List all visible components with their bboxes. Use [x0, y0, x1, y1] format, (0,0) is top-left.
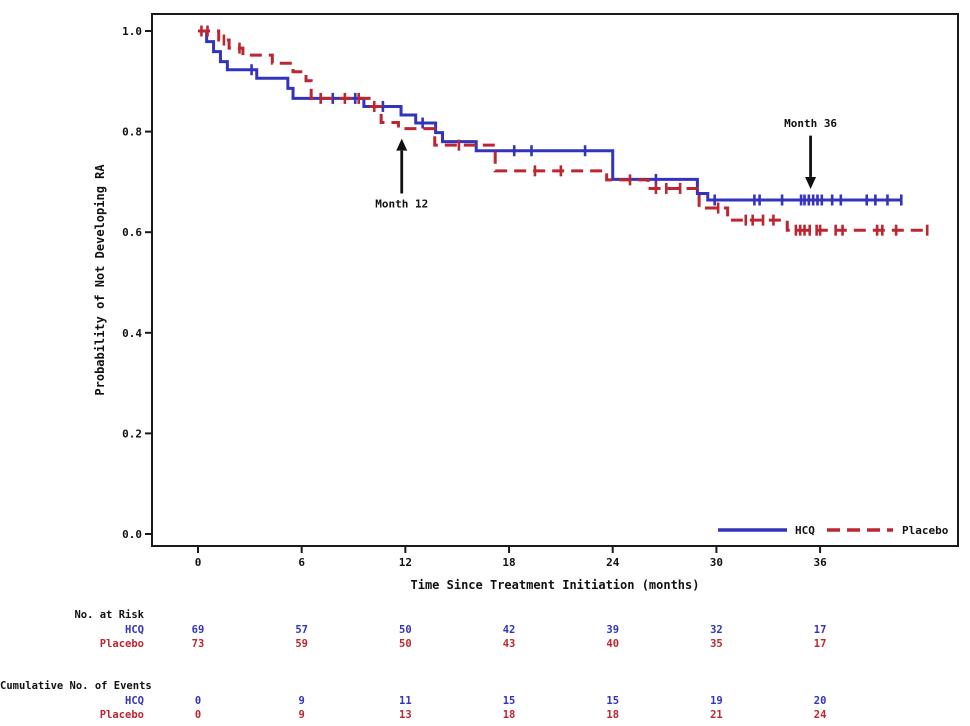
annotation-label: Month 12: [375, 198, 428, 211]
x-tick-label: 36: [813, 556, 827, 569]
y-tick-label: 1.0: [122, 25, 142, 38]
y-tick-label: 0.0: [122, 528, 142, 541]
annotation-arrow-head: [805, 176, 817, 189]
y-tick-label: 0.6: [122, 226, 142, 239]
x-tick-label: 24: [606, 556, 620, 569]
y-tick-label: 0.2: [122, 427, 142, 440]
x-tick-label: 6: [298, 556, 305, 569]
x-tick-label: 12: [399, 556, 412, 569]
annotations-layer: Month 12 Month 36: [375, 117, 837, 210]
plot-frame: [151, 13, 959, 547]
survival-curves-layer: [198, 25, 929, 236]
x-tick-label: 0: [195, 556, 202, 569]
legend-placebo-label: Placebo: [902, 524, 949, 537]
legend-hcq-label: HCQ: [795, 524, 815, 537]
x-tick-label: 18: [502, 556, 515, 569]
y-axis-label: Probability of Not Developing RA: [93, 164, 107, 396]
km-curve-hcq: [198, 29, 903, 202]
y-tick-label: 0.8: [122, 126, 142, 139]
annotation-arrow-head: [396, 138, 408, 151]
x-tick-label: 30: [710, 556, 723, 569]
annotation-label: Month 36: [784, 117, 837, 130]
legend: HCQ Placebo: [718, 524, 949, 537]
y-tick-label: 0.4: [122, 327, 142, 340]
km-curve-placebo: [198, 29, 929, 232]
axis-ticks-layer: 0 6 12 18 24 30 36 0.0 0.2 0.4 0.6 0.8 1.0: [122, 25, 827, 569]
x-axis-label: Time Since Treatment Initiation (months): [411, 578, 700, 592]
